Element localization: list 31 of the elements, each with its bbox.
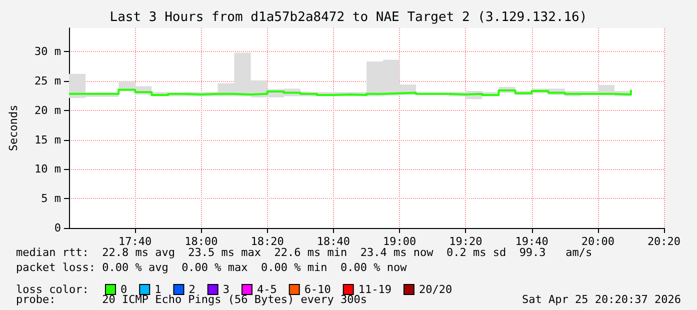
x-tick-label: 18:40	[316, 235, 350, 248]
x-tick-label: 18:20	[250, 235, 284, 248]
x-tick-label: 18:00	[184, 235, 218, 248]
x-tick-label: 19:40	[515, 235, 548, 248]
legend-label: 20/20	[418, 283, 452, 296]
x-tick-label: 17:40	[118, 235, 152, 248]
y-tick-label: 20 m	[34, 104, 62, 117]
x-tick-label: 20:00	[581, 235, 614, 248]
legend-label: 4-5	[256, 283, 277, 296]
legend-label: 3	[222, 283, 230, 296]
legend-label: 11-19	[358, 283, 392, 296]
x-tick-label: 20:20	[647, 235, 681, 248]
y-tick-label: 5 m	[41, 192, 62, 206]
y-tick-label: 30 m	[34, 45, 62, 58]
text: Sat Apr 25 20:20:37 2026	[522, 293, 682, 306]
legend-label: 1	[154, 283, 162, 296]
x-tick-label: 19:00	[382, 235, 416, 248]
y-tick-label: 15 m	[34, 133, 62, 146]
legend-label: 0	[120, 283, 128, 296]
legend-title: loss color:	[16, 283, 89, 296]
text: probe: 20 ICMP Echo Pings (56 Bytes) every 300s	[16, 293, 367, 306]
y-tick-label: 0	[54, 222, 61, 234]
text: packet loss: 0.00 % avg 0.00 % max 0.00 % min 0.00 % now	[16, 261, 408, 274]
y-tick-label: 25 m	[34, 74, 62, 88]
text: median rtt: 22.8 ms avg 23.5 ms max 22.6 ms min 23.4 ms now 0.2 ms sd 99.3 am/s	[16, 246, 592, 259]
y-tick-label: 10 m	[34, 162, 62, 176]
legend-label: 6-10	[304, 283, 331, 296]
y-axis-title: Seconds	[7, 104, 20, 152]
chart-title: Last 3 Hours from d1a57b2a8472 to NAE Target 2 (3.129.132.16)	[110, 10, 588, 25]
legend-label: 2	[188, 283, 196, 296]
x-tick-label: 19:20	[449, 235, 482, 248]
